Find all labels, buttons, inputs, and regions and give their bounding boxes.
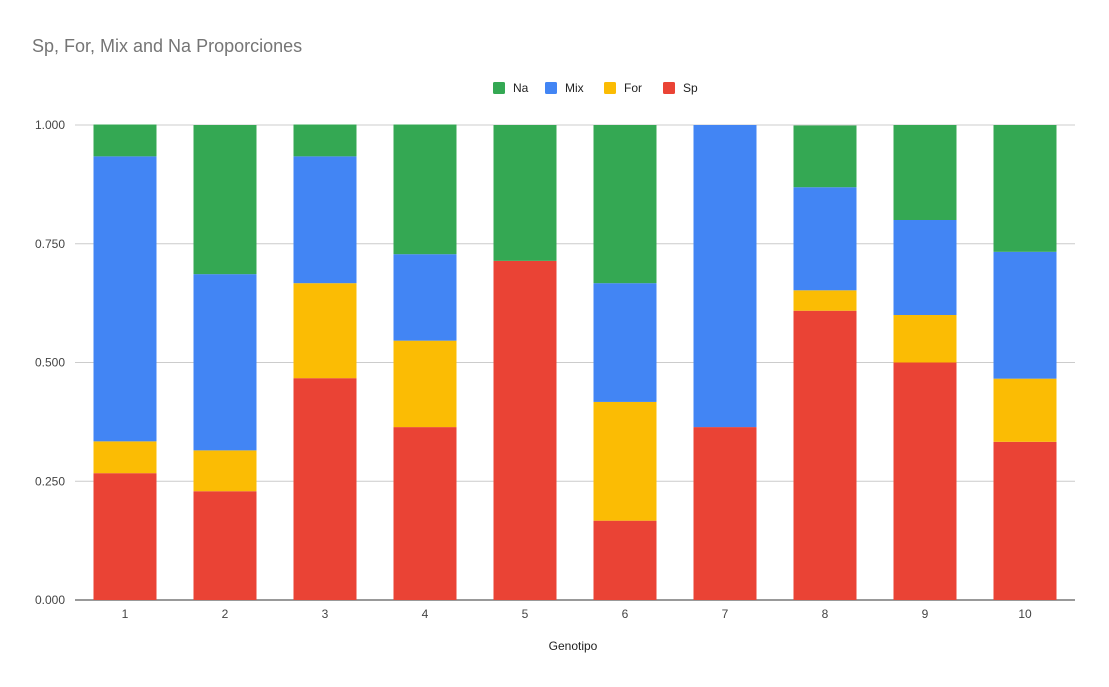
bar-segment-na [593, 125, 657, 284]
bar-segment-sp [693, 427, 757, 600]
bar-segment-sp [793, 310, 857, 600]
x-tick-label: 10 [1018, 607, 1032, 621]
legend-item-mix: Mix [545, 81, 584, 95]
legend-item-for: For [604, 81, 642, 95]
legend-swatch [663, 82, 675, 94]
x-tick-label: 7 [722, 607, 729, 621]
bar-segment-for [793, 290, 857, 311]
bar-segment-mix [393, 254, 457, 341]
bar-segment-na [193, 125, 257, 275]
x-tick-label: 8 [822, 607, 829, 621]
y-axis-ticks: 0.000 0.250 0.500 0.750 1.000 [35, 118, 65, 607]
bar-segment-sp [593, 520, 657, 600]
bar-segment-na [93, 124, 157, 157]
bar-segment-mix [293, 156, 357, 284]
legend-item-sp: Sp [663, 81, 698, 95]
bar-segment-for [293, 283, 357, 379]
legend-label: For [624, 81, 642, 95]
y-tick-label: 0.000 [35, 593, 65, 607]
legend-swatch [493, 82, 505, 94]
bar-segment-na [493, 125, 557, 261]
bar-segment-mix [893, 220, 957, 315]
bar-segment-sp [193, 491, 257, 600]
bar-segment-for [393, 340, 457, 428]
y-tick-label: 0.750 [35, 237, 65, 251]
bar-segment-for [193, 450, 257, 492]
legend-label: Na [513, 81, 529, 95]
bar-segment-sp [893, 362, 957, 600]
chart-title: Sp, For, Mix and Na Proporciones [32, 36, 302, 56]
legend-item-na: Na [493, 81, 529, 95]
bar-segment-mix [793, 187, 857, 291]
legend-swatch [545, 82, 557, 94]
bar-segment-na [893, 125, 957, 220]
bar-segment-sp [93, 473, 157, 600]
bar-segment-for [93, 441, 157, 474]
x-tick-label: 5 [522, 607, 529, 621]
x-tick-label: 2 [222, 607, 229, 621]
x-axis-title: Genotipo [549, 639, 598, 653]
legend-swatch [604, 82, 616, 94]
x-tick-label: 9 [922, 607, 929, 621]
bar-segment-na [993, 125, 1057, 252]
bar-segment-mix [593, 283, 657, 402]
x-axis-ticks: 1 2 3 4 5 6 7 8 9 10 [122, 607, 1032, 621]
bar-segment-sp [993, 441, 1057, 600]
bar-segment-na [293, 124, 357, 157]
x-tick-label: 6 [622, 607, 629, 621]
y-tick-label: 1.000 [35, 118, 65, 132]
bar-segment-na [793, 125, 857, 188]
bar-segment-mix [193, 274, 257, 451]
bar-segment-mix [993, 251, 1057, 379]
bar-segment-for [893, 315, 957, 363]
bar-segment-for [993, 378, 1057, 442]
x-tick-label: 1 [122, 607, 129, 621]
bar-segment-mix [693, 125, 757, 428]
legend: Na Mix For Sp [493, 81, 698, 95]
bar-segment-na [393, 124, 457, 255]
legend-label: Sp [683, 81, 698, 95]
bar-segment-sp [393, 427, 457, 600]
bars [93, 124, 1057, 600]
bar-segment-for [593, 401, 657, 521]
bar-segment-mix [93, 156, 157, 442]
bar-segment-sp [493, 260, 557, 600]
legend-label: Mix [565, 81, 584, 95]
y-tick-label: 0.500 [35, 356, 65, 370]
x-tick-label: 3 [322, 607, 329, 621]
bar-segment-sp [293, 378, 357, 600]
y-tick-label: 0.250 [35, 474, 65, 488]
x-tick-label: 4 [422, 607, 429, 621]
